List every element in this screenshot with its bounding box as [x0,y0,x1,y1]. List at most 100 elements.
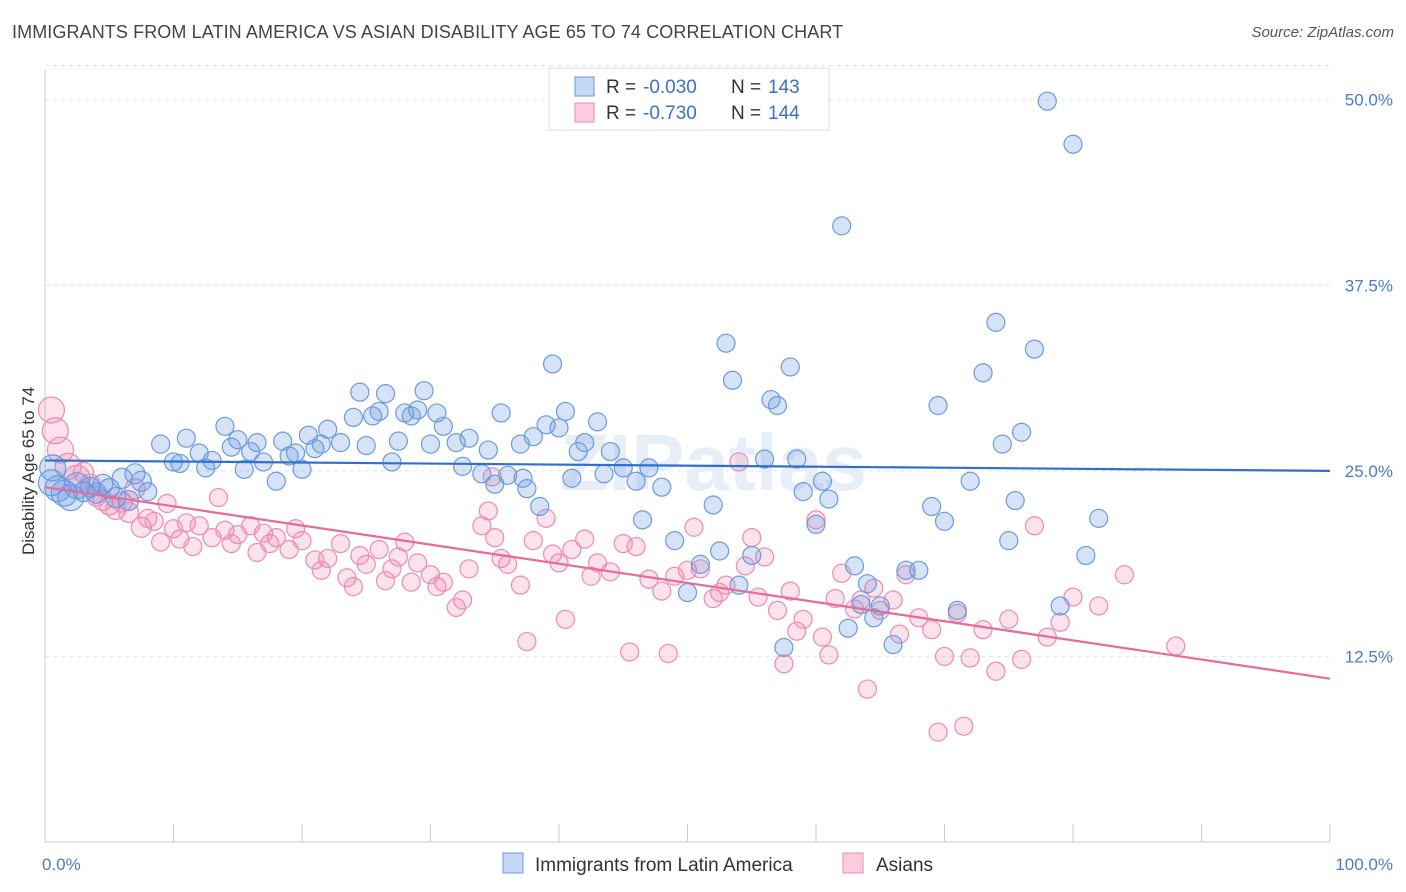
blue-point-67 [530,496,550,517]
blue-point-124 [1063,134,1083,154]
blue-point-40 [330,433,351,453]
blue-point-122 [1037,91,1057,111]
pink-point-17 [151,532,171,552]
blue-point-98 [812,471,833,491]
blue-point-129 [513,468,533,488]
pink-point-50 [401,572,421,592]
legend-r-label-1: R = [606,103,636,124]
blue-point-116 [986,312,1006,332]
pink-point-126 [1089,596,1109,616]
blue-point-57 [453,456,473,476]
pink-point-127 [1114,565,1135,585]
pink-point-40 [330,533,351,554]
pink-point-88 [729,452,749,472]
blue-point-114 [960,471,980,491]
blue-point-77 [600,441,621,462]
blue-point-42 [350,382,370,402]
blue-point-120 [1011,422,1032,442]
pink-point-119 [986,661,1006,681]
blue-point-96 [793,482,813,502]
pink-point-101 [825,588,845,609]
axes [44,70,1331,843]
blue-point-76 [594,464,614,484]
pink-point-25 [208,487,229,508]
pink-point-95 [780,581,800,601]
watermark: ZIPatlas [560,418,867,507]
pink-point-128 [1166,636,1186,656]
blue-point-75 [587,412,608,432]
pink-point-36 [292,531,312,551]
blue-point-48 [388,431,408,451]
blue-point-52 [414,381,434,401]
pink-point-109 [889,624,910,644]
y-tick-label-0: 12.5% [1345,647,1393,666]
blue-point-93 [774,637,794,658]
blue-point-17 [151,434,171,454]
trend-line-1 [44,486,1331,680]
pink-point-77 [626,536,646,557]
pink-point-2 [46,436,75,464]
pink-point-23 [189,516,209,536]
blue-point-55 [433,416,453,436]
legend-n-value-1: 144 [768,103,800,124]
blue-point-62 [491,403,511,423]
pink-point-105 [857,679,878,699]
pink-point-63 [510,575,531,595]
pink-point-56 [453,590,473,610]
y-tick-label-3: 50.0% [1345,91,1393,110]
blue-point-66 [523,427,543,447]
blue-point-126 [1089,508,1109,528]
pink-point-114 [934,646,955,667]
blue-point-83 [677,582,698,603]
pink-point-91 [748,587,768,607]
blue-point-95 [787,449,807,469]
pink-point-93 [767,600,788,621]
pink-point-16 [144,511,164,531]
blue-point-100 [832,216,852,236]
blue-point-46 [375,384,396,404]
blue-point-70 [549,418,569,438]
legend-box: R = -0.030 N = 143 R = -0.730 N = 144 [548,67,830,131]
blue-point-128 [710,541,730,561]
blue-point-112 [934,511,955,531]
chart-title: IMMIGRANTS FROM LATIN AMERICA VS ASIAN D… [12,22,844,42]
blue-point-23 [202,450,222,471]
pink-point-70 [562,539,582,560]
blue-point-97 [806,514,826,534]
blue-point-41 [343,407,363,427]
blue-point-74 [575,433,595,453]
x-tick-label-0: 0.0% [42,855,81,874]
pink-point-55 [446,597,466,618]
y-tick-label-1: 25.0% [1345,462,1393,481]
blue-point-101 [838,618,858,638]
y-axis-label: Disability Age 65 to 74 [19,387,38,555]
pink-point-113 [928,722,948,742]
legend-n-value-0: 143 [768,77,800,98]
pink-point-45 [369,539,389,560]
pink-point-90 [742,528,762,548]
blue-point-110 [922,496,942,517]
blue-point-94 [780,357,800,377]
blue-point-84 [690,554,710,574]
blue-point-78 [613,458,633,478]
pink-point-100 [819,645,839,665]
pink-point-117 [960,648,980,668]
blue-point-87 [722,370,743,390]
pink-point-79 [652,581,672,601]
y-tick-label-2: 37.5% [1345,276,1393,295]
tick-labels: 12.5% 25.0% 37.5% 50.0% 0.0% 100.0% [42,91,1393,874]
chart-source: Source: ZipAtlas.com [1251,24,1394,41]
blue-point-63 [498,465,518,485]
bottom-legend-label-1: Asians [876,855,933,876]
blue-point-56 [446,433,466,453]
legend-n-label-1: N = [731,103,761,124]
legend-r-value-1: -0.730 [643,103,697,124]
pink-point-54 [433,572,453,592]
bottom-legend-label-0: Immigrants from Latin America [535,855,793,876]
blue-point-22 [196,458,216,478]
blue-point-19 [170,453,190,474]
bottom-legend-swatch-pink [842,852,864,874]
blue-point-81 [652,477,672,497]
blue-point-123 [1050,596,1070,616]
